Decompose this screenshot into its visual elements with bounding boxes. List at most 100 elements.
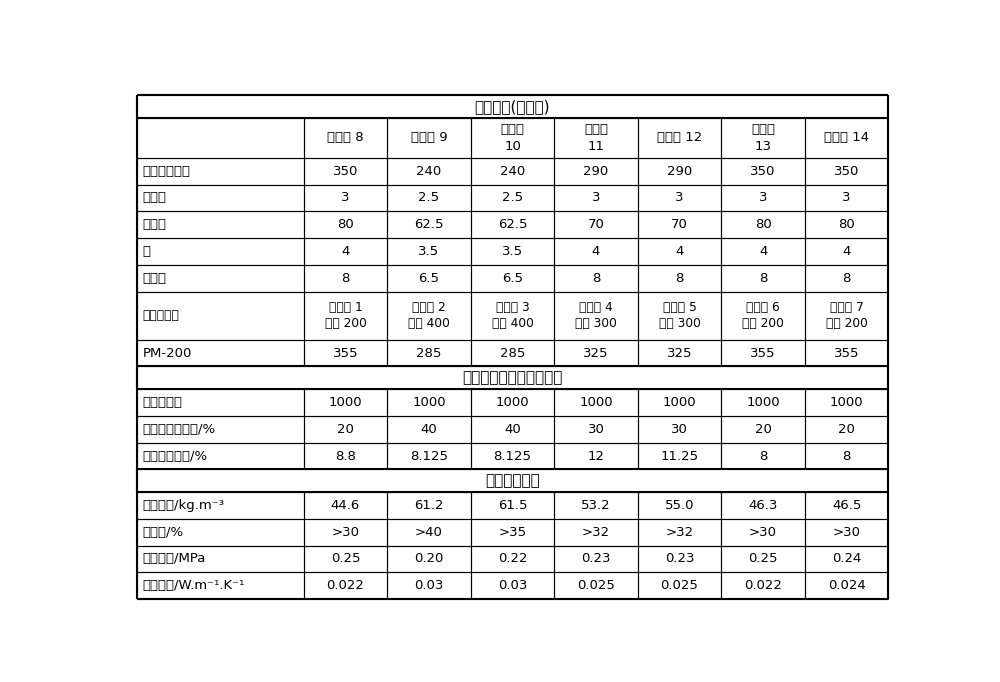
Text: 80: 80	[337, 218, 354, 231]
Text: 实施例
10: 实施例 10	[501, 123, 524, 153]
Text: 355: 355	[333, 346, 358, 359]
Text: 1000: 1000	[663, 396, 696, 409]
Text: 20: 20	[838, 423, 855, 436]
Text: 70: 70	[588, 218, 604, 231]
Text: 40: 40	[504, 423, 521, 436]
Text: 240: 240	[500, 164, 525, 178]
Text: 350: 350	[333, 164, 358, 178]
Text: 泡沫总质量: 泡沫总质量	[143, 396, 183, 409]
Text: 62.5: 62.5	[414, 218, 444, 231]
Text: 0.025: 0.025	[661, 579, 698, 592]
Text: 基本配方(质量份): 基本配方(质量份)	[475, 99, 550, 114]
Text: 55.0: 55.0	[665, 499, 694, 512]
Text: 46.3: 46.3	[748, 499, 778, 512]
Text: 8: 8	[675, 271, 684, 284]
Text: 水: 水	[143, 245, 151, 258]
Text: 355: 355	[834, 346, 859, 359]
Text: 20: 20	[337, 423, 354, 436]
Text: 3: 3	[759, 192, 767, 205]
Text: 8: 8	[341, 271, 350, 284]
Text: 2.5: 2.5	[502, 192, 523, 205]
Text: 8.8: 8.8	[335, 449, 356, 462]
Text: 0.03: 0.03	[414, 579, 444, 592]
Text: 70: 70	[671, 218, 688, 231]
Text: 多元醇组合物: 多元醇组合物	[143, 164, 191, 178]
Text: 8.125: 8.125	[494, 449, 532, 462]
Text: 6.5: 6.5	[418, 271, 439, 284]
Text: 3: 3	[341, 192, 350, 205]
Text: 290: 290	[583, 164, 609, 178]
Text: 4: 4	[341, 245, 350, 258]
Text: 4: 4	[842, 245, 851, 258]
Text: 30: 30	[671, 423, 688, 436]
Text: 无机填料比率/%: 无机填料比率/%	[143, 449, 208, 462]
Text: 285: 285	[500, 346, 525, 359]
Text: >30: >30	[749, 526, 777, 539]
Text: 实施例 5
制备 300: 实施例 5 制备 300	[659, 301, 700, 330]
Text: >30: >30	[331, 526, 359, 539]
Text: 催化剂: 催化剂	[143, 192, 167, 205]
Text: 0.23: 0.23	[581, 552, 611, 565]
Text: 0.25: 0.25	[331, 552, 360, 565]
Text: 泡沫主要性能: 泡沫主要性能	[485, 473, 540, 488]
Text: 4: 4	[759, 245, 767, 258]
Text: 3.5: 3.5	[418, 245, 440, 258]
Text: 8: 8	[759, 271, 767, 284]
Text: 40: 40	[421, 423, 437, 436]
Text: 4: 4	[675, 245, 684, 258]
Text: 复合阻燃剂比例/%: 复合阻燃剂比例/%	[143, 423, 216, 436]
Text: 285: 285	[416, 346, 442, 359]
Text: 61.5: 61.5	[498, 499, 527, 512]
Text: 80: 80	[755, 218, 771, 231]
Text: 0.022: 0.022	[744, 579, 782, 592]
Text: 8: 8	[842, 271, 851, 284]
Text: 350: 350	[834, 164, 859, 178]
Text: 0.22: 0.22	[498, 552, 527, 565]
Text: 1000: 1000	[830, 396, 863, 409]
Text: 46.5: 46.5	[832, 499, 861, 512]
Text: 8: 8	[592, 271, 600, 284]
Text: 3: 3	[842, 192, 851, 205]
Text: 53.2: 53.2	[581, 499, 611, 512]
Text: >35: >35	[498, 526, 527, 539]
Text: 325: 325	[667, 346, 692, 359]
Text: 350: 350	[750, 164, 776, 178]
Text: >30: >30	[833, 526, 861, 539]
Text: 氧指数/%: 氧指数/%	[143, 526, 184, 539]
Text: 0.024: 0.024	[828, 579, 865, 592]
Text: 8: 8	[759, 449, 767, 462]
Text: 1000: 1000	[579, 396, 613, 409]
Text: >40: >40	[415, 526, 443, 539]
Text: 325: 325	[583, 346, 609, 359]
Text: 实施例
11: 实施例 11	[584, 123, 608, 153]
Text: 61.2: 61.2	[414, 499, 444, 512]
Text: 1000: 1000	[496, 396, 529, 409]
Text: 12: 12	[588, 449, 605, 462]
Text: >32: >32	[582, 526, 610, 539]
Text: 44.6: 44.6	[331, 499, 360, 512]
Text: 355: 355	[750, 346, 776, 359]
Text: 实施例 2
制备 400: 实施例 2 制备 400	[408, 301, 450, 330]
Text: 0.022: 0.022	[327, 579, 364, 592]
Text: 实施例 3
制备 400: 实施例 3 制备 400	[492, 301, 533, 330]
Text: 6.5: 6.5	[502, 271, 523, 284]
Text: 11.25: 11.25	[660, 449, 699, 462]
Text: 8: 8	[842, 449, 851, 462]
Text: 290: 290	[667, 164, 692, 178]
Text: 20: 20	[755, 423, 772, 436]
Text: 实施例 7
制备 200: 实施例 7 制备 200	[826, 301, 868, 330]
Text: 30: 30	[588, 423, 604, 436]
Text: 实施例 6
制备 200: 实施例 6 制备 200	[742, 301, 784, 330]
Text: 0.025: 0.025	[577, 579, 615, 592]
Text: 各组分的基本含量或比例: 各组分的基本含量或比例	[462, 370, 563, 385]
Text: 3: 3	[592, 192, 600, 205]
Text: 3.5: 3.5	[502, 245, 523, 258]
Text: 8.125: 8.125	[410, 449, 448, 462]
Text: 0.24: 0.24	[832, 552, 861, 565]
Text: 2.5: 2.5	[418, 192, 440, 205]
Text: 1000: 1000	[746, 396, 780, 409]
Text: 0.23: 0.23	[665, 552, 694, 565]
Text: 1000: 1000	[329, 396, 362, 409]
Text: 实施例
13: 实施例 13	[751, 123, 775, 153]
Text: 导热系数/W.m⁻¹.K⁻¹: 导热系数/W.m⁻¹.K⁻¹	[143, 579, 245, 592]
